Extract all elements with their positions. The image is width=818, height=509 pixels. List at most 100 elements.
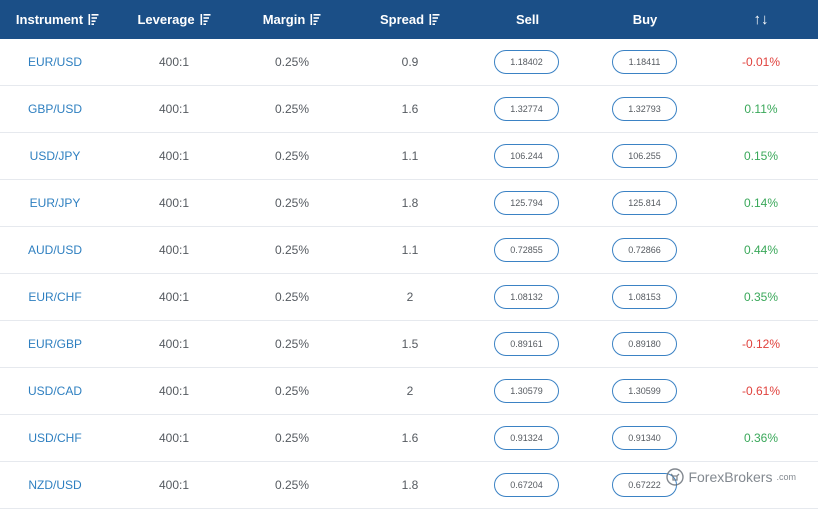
margin-value: 0.25% xyxy=(274,102,310,116)
spread-value: 1.6 xyxy=(401,431,419,445)
column-header-margin-label: Margin xyxy=(262,12,306,27)
margin-value: 0.25% xyxy=(274,478,310,492)
sort-icon[interactable] xyxy=(429,14,440,25)
table-row: EUR/USD 400:1 0.25% 0.9 1.18402 1.18411 -0.01% xyxy=(0,39,818,86)
instrument-link[interactable]: EUR/JPY xyxy=(29,196,81,210)
spread-value: 1.8 xyxy=(401,478,419,492)
sell-button[interactable]: 1.08132 xyxy=(494,285,559,309)
change-value: -0.12% xyxy=(741,337,781,351)
watermark-suffix: .com xyxy=(776,472,796,482)
spread-value: 1.6 xyxy=(401,102,419,116)
change-value: 0.35% xyxy=(743,290,779,304)
spread-value: 1.1 xyxy=(401,243,419,257)
buy-button[interactable]: 1.18411 xyxy=(612,50,677,74)
leverage-value: 400:1 xyxy=(158,55,190,69)
table-row: EUR/JPY 400:1 0.25% 1.8 125.794 125.814 0.14% xyxy=(0,180,818,227)
sell-button[interactable]: 0.89161 xyxy=(494,332,559,356)
margin-value: 0.25% xyxy=(274,290,310,304)
change-value: 0.14% xyxy=(743,196,779,210)
buy-button[interactable]: 1.30599 xyxy=(612,379,677,403)
table-row: USD/JPY 400:1 0.25% 1.1 106.244 106.255 0.15% xyxy=(0,133,818,180)
leverage-value: 400:1 xyxy=(158,243,190,257)
margin-value: 0.25% xyxy=(274,196,310,210)
margin-value: 0.25% xyxy=(274,337,310,351)
buy-button[interactable]: 0.91340 xyxy=(612,426,677,450)
column-header-spread[interactable]: Spread xyxy=(351,0,469,39)
sell-button[interactable]: 1.30579 xyxy=(494,379,559,403)
table-row: GBP/USD 400:1 0.25% 1.6 1.32774 1.32793 0.11% xyxy=(0,86,818,133)
spread-value: 1.1 xyxy=(401,149,419,163)
spread-value: 2 xyxy=(406,290,414,304)
buy-button[interactable]: 0.72866 xyxy=(612,238,677,262)
change-value: 0.36% xyxy=(743,431,779,445)
column-header-sell-label: Sell xyxy=(515,12,540,27)
table-row: USD/CHF 400:1 0.25% 1.6 0.91324 0.91340 0.36% xyxy=(0,415,818,462)
margin-value: 0.25% xyxy=(274,384,310,398)
column-header-leverage[interactable]: Leverage xyxy=(115,0,233,39)
margin-value: 0.25% xyxy=(274,149,310,163)
leverage-value: 400:1 xyxy=(158,478,190,492)
leverage-value: 400:1 xyxy=(158,431,190,445)
leverage-value: 400:1 xyxy=(158,196,190,210)
buy-button[interactable]: 1.08153 xyxy=(612,285,677,309)
sort-icon[interactable] xyxy=(310,14,321,25)
margin-value: 0.25% xyxy=(274,431,310,445)
column-header-instrument-label: Instrument xyxy=(15,12,84,27)
sell-button[interactable]: 125.794 xyxy=(494,191,559,215)
margin-value: 0.25% xyxy=(274,55,310,69)
spread-value: 0.9 xyxy=(401,55,419,69)
sell-button[interactable]: 0.67204 xyxy=(494,473,559,497)
column-header-margin[interactable]: Margin xyxy=(233,0,351,39)
instrument-link[interactable]: GBP/USD xyxy=(27,102,82,116)
sell-button[interactable]: 0.91324 xyxy=(494,426,559,450)
change-value: -0.01% xyxy=(741,55,781,69)
buy-button[interactable]: 1.32793 xyxy=(612,97,677,121)
watermark-brand: ForexBrokers xyxy=(688,469,773,485)
buy-button[interactable]: 106.255 xyxy=(612,144,677,168)
column-header-sell: Sell xyxy=(469,0,586,39)
column-header-change[interactable]: ↑↓ xyxy=(704,0,818,39)
instrument-link[interactable]: USD/CHF xyxy=(28,431,82,445)
change-value: 0.11% xyxy=(744,102,778,116)
change-value: 0.44% xyxy=(743,243,779,257)
buy-button[interactable]: 125.814 xyxy=(612,191,677,215)
column-header-spread-label: Spread xyxy=(379,12,425,27)
instrument-link[interactable]: AUD/USD xyxy=(27,243,82,257)
table-row: USD/CAD 400:1 0.25% 2 1.30579 1.30599 -0.61% xyxy=(0,368,818,415)
forexbrokers-watermark: ForexBrokers .com xyxy=(666,467,796,487)
buy-button[interactable]: 0.89180 xyxy=(612,332,677,356)
sell-button[interactable]: 1.32774 xyxy=(494,97,559,121)
leverage-value: 400:1 xyxy=(158,337,190,351)
instrument-link[interactable]: USD/CAD xyxy=(27,384,82,398)
margin-value: 0.25% xyxy=(274,243,310,257)
leverage-value: 400:1 xyxy=(158,149,190,163)
column-header-buy: Buy xyxy=(586,0,704,39)
instrument-link[interactable]: NZD/USD xyxy=(28,478,82,492)
table-row: EUR/GBP 400:1 0.25% 1.5 0.89161 0.89180 -0.12% xyxy=(0,321,818,368)
table-header: Instrument Leverage Margin Spread xyxy=(0,0,818,39)
leverage-value: 400:1 xyxy=(158,384,190,398)
instrument-link[interactable]: EUR/USD xyxy=(27,55,82,69)
leverage-value: 400:1 xyxy=(158,290,190,304)
sell-button[interactable]: 1.18402 xyxy=(494,50,559,74)
column-header-buy-label: Buy xyxy=(632,12,658,27)
column-header-leverage-label: Leverage xyxy=(137,12,195,27)
sort-arrows-icon[interactable]: ↑↓ xyxy=(753,11,769,28)
bull-logo-icon xyxy=(666,468,685,486)
change-value: 0.15% xyxy=(743,149,779,163)
spread-value: 1.8 xyxy=(401,196,419,210)
spread-value: 2 xyxy=(406,384,414,398)
instrument-link[interactable]: USD/JPY xyxy=(29,149,81,163)
column-header-instrument[interactable]: Instrument xyxy=(0,0,115,39)
sell-button[interactable]: 0.72855 xyxy=(494,238,559,262)
leverage-value: 400:1 xyxy=(158,102,190,116)
instrument-link[interactable]: EUR/CHF xyxy=(28,290,82,304)
sort-icon[interactable] xyxy=(88,14,99,25)
sell-button[interactable]: 106.244 xyxy=(494,144,559,168)
sort-icon[interactable] xyxy=(200,14,211,25)
spread-value: 1.5 xyxy=(401,337,419,351)
table-row: EUR/CHF 400:1 0.25% 2 1.08132 1.08153 0.35% xyxy=(0,274,818,321)
change-value: -0.61% xyxy=(741,384,781,398)
instrument-link[interactable]: EUR/GBP xyxy=(27,337,82,351)
table-row: AUD/USD 400:1 0.25% 1.1 0.72855 0.72866 0.44% xyxy=(0,227,818,274)
